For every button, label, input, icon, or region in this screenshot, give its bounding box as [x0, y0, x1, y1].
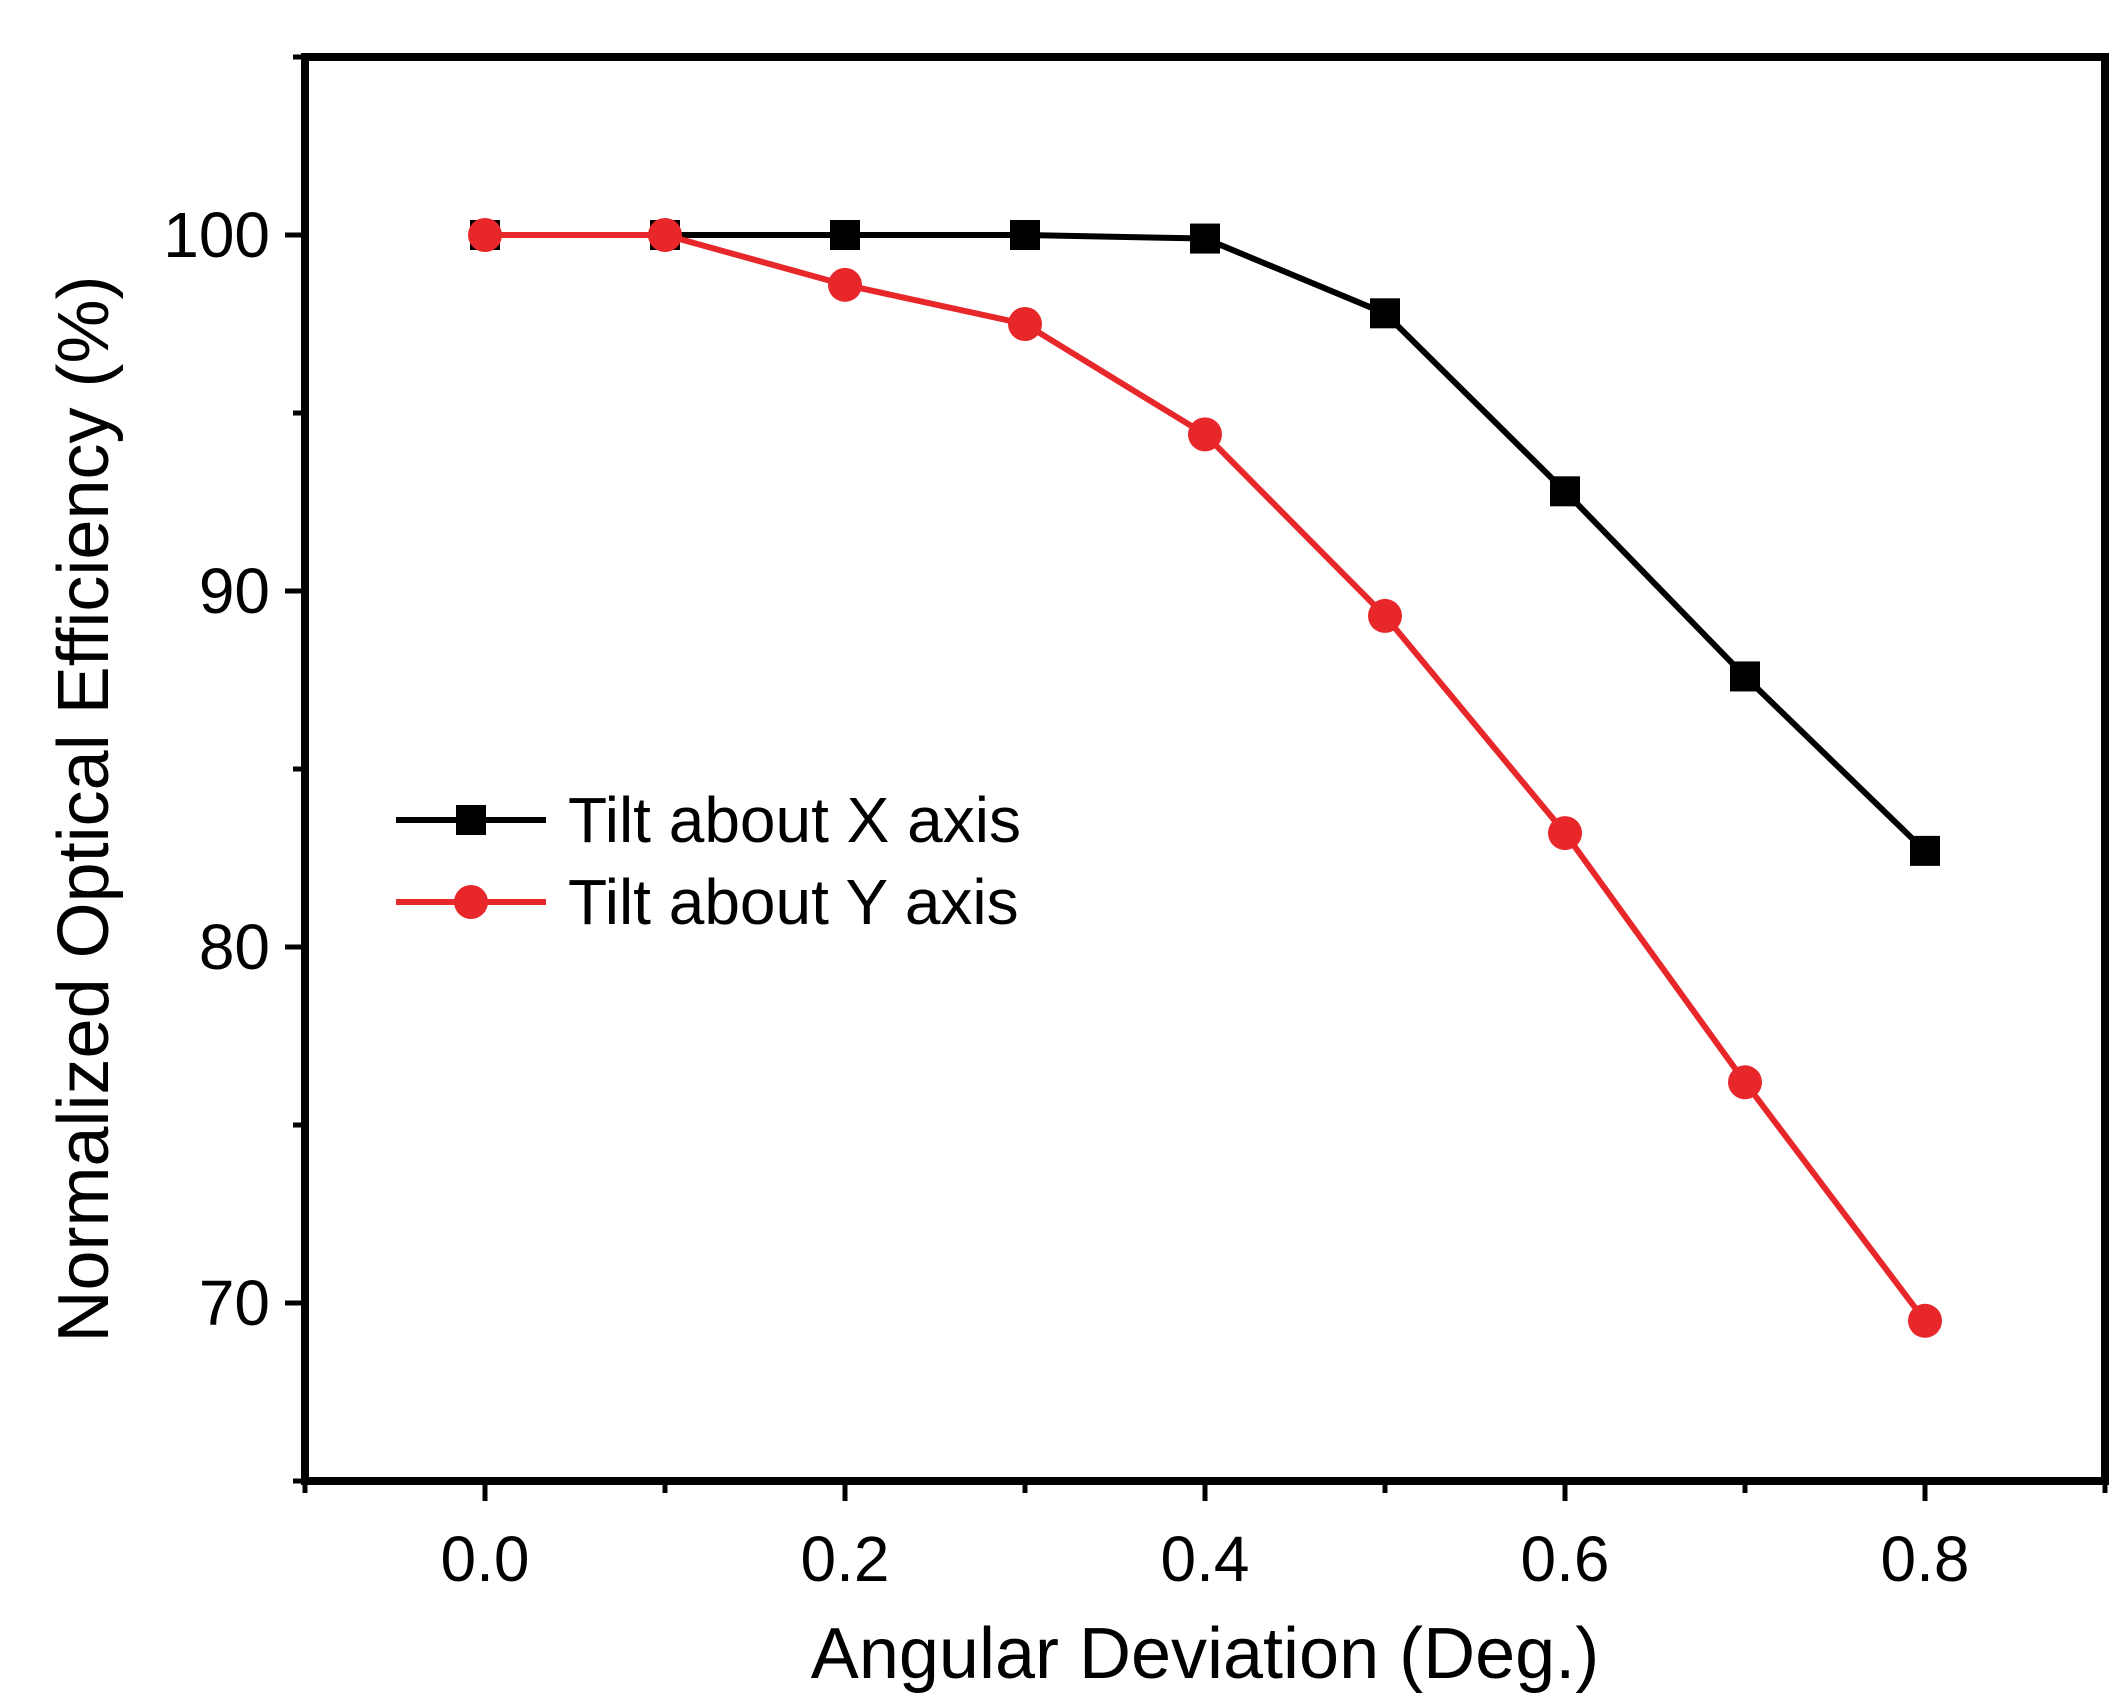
y-tick-label: 90 [199, 555, 270, 627]
y-tick-label: 100 [163, 199, 270, 271]
x-tick-label: 0.0 [441, 1523, 530, 1595]
plot-frame [301, 53, 2109, 1485]
data-point-tilt-x [1730, 661, 1760, 692]
series-layer [468, 218, 1942, 1338]
data-point-tilt-y [1368, 598, 1402, 633]
data-point-tilt-x [830, 220, 860, 250]
x-tick-label: 0.2 [801, 1523, 890, 1595]
data-point-tilt-x [1550, 476, 1580, 507]
x-axis-title: Angular Deviation (Deg.) [811, 1614, 1599, 1694]
legend-marker-tilt-x [456, 805, 486, 835]
legend-label-tilt-y: Tilt about Y axis [568, 866, 1019, 938]
x-tick-label: 0.8 [1881, 1523, 1970, 1595]
legend-item-tilt-x: Tilt about X axis [396, 784, 1021, 856]
legend: Tilt about X axis Tilt about Y axis [396, 784, 1021, 938]
data-point-tilt-x [1910, 835, 1940, 866]
data-point-tilt-y [1548, 816, 1582, 851]
data-point-tilt-x [1370, 298, 1400, 329]
data-point-tilt-x [1190, 223, 1220, 254]
data-point-tilt-y [648, 218, 682, 252]
series-line-tilt-y [485, 232, 1928, 1323]
data-point-tilt-y [1188, 417, 1222, 452]
legend-item-tilt-y: Tilt about Y axis [396, 866, 1019, 938]
legend-label-tilt-x: Tilt about X axis [568, 784, 1021, 856]
data-point-tilt-y [1008, 307, 1042, 341]
y-tick-label: 70 [199, 1267, 270, 1339]
y-axis-title: Normalized Optical Efficiency (%) [44, 276, 124, 1343]
data-point-tilt-y [1728, 1065, 1762, 1100]
data-point-tilt-y [828, 267, 862, 302]
data-point-tilt-y [1908, 1303, 1942, 1338]
data-point-tilt-x [1010, 220, 1040, 250]
legend-marker-tilt-y [454, 885, 488, 919]
axes: 0.0 0.2 0.4 0.6 0.8 70 80 90 100 [163, 53, 2109, 1595]
series-tilt-y [468, 218, 1942, 1338]
x-tick-label: 0.6 [1521, 1523, 1610, 1595]
x-tick-label: 0.4 [1161, 1523, 1250, 1595]
data-point-tilt-y [468, 218, 502, 252]
y-tick-label: 80 [199, 911, 270, 983]
series-line-tilt-x [485, 232, 1928, 854]
series-tilt-x [470, 220, 1940, 866]
